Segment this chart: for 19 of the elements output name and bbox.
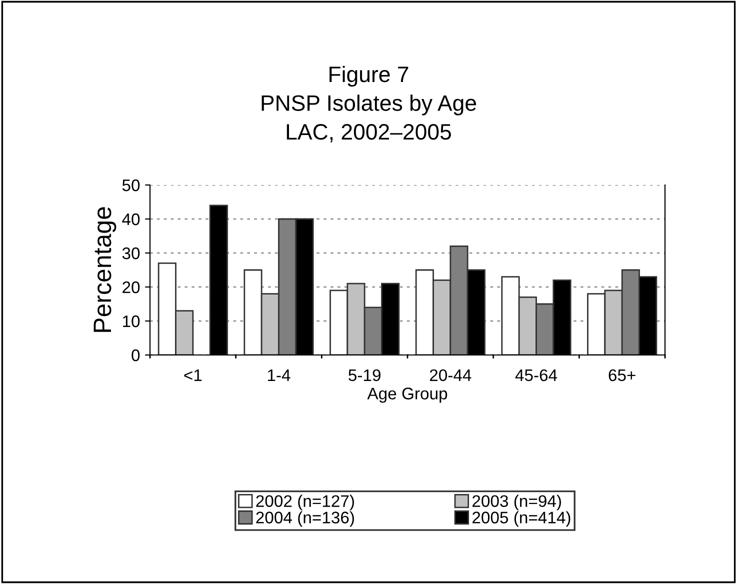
y-axis-title: Percentage [94, 207, 116, 332]
x-tick-label: 5-19 [348, 369, 380, 382]
chart-title: Figure 7 PNSP Isolates by Age LAC, 2002–2005 [262, 66, 476, 142]
x-tick-label: 20-44 [430, 369, 472, 382]
x-axis-title: Age Group [367, 388, 448, 403]
y-tick-label: 30 [122, 247, 140, 260]
x-tick-label: 65+ [608, 369, 636, 382]
legend-label: 2002 (n=127) [256, 494, 354, 510]
legend-label: 2003 (n=94) [472, 494, 561, 510]
y-tick-label: 20 [122, 281, 140, 294]
legend-label: 2005 (n=414) [472, 511, 570, 527]
x-tick-label: <1 [184, 370, 202, 381]
y-tick-label: 40 [122, 213, 140, 226]
y-tick-label: 50 [122, 179, 140, 192]
legend-label: 2004 (n=136) [256, 511, 354, 527]
y-tick-label: 10 [123, 315, 140, 328]
y-tick-label: 0 [132, 349, 140, 362]
x-tick-label: 1-4 [268, 370, 290, 381]
x-tick-label: 45-64 [515, 369, 558, 382]
